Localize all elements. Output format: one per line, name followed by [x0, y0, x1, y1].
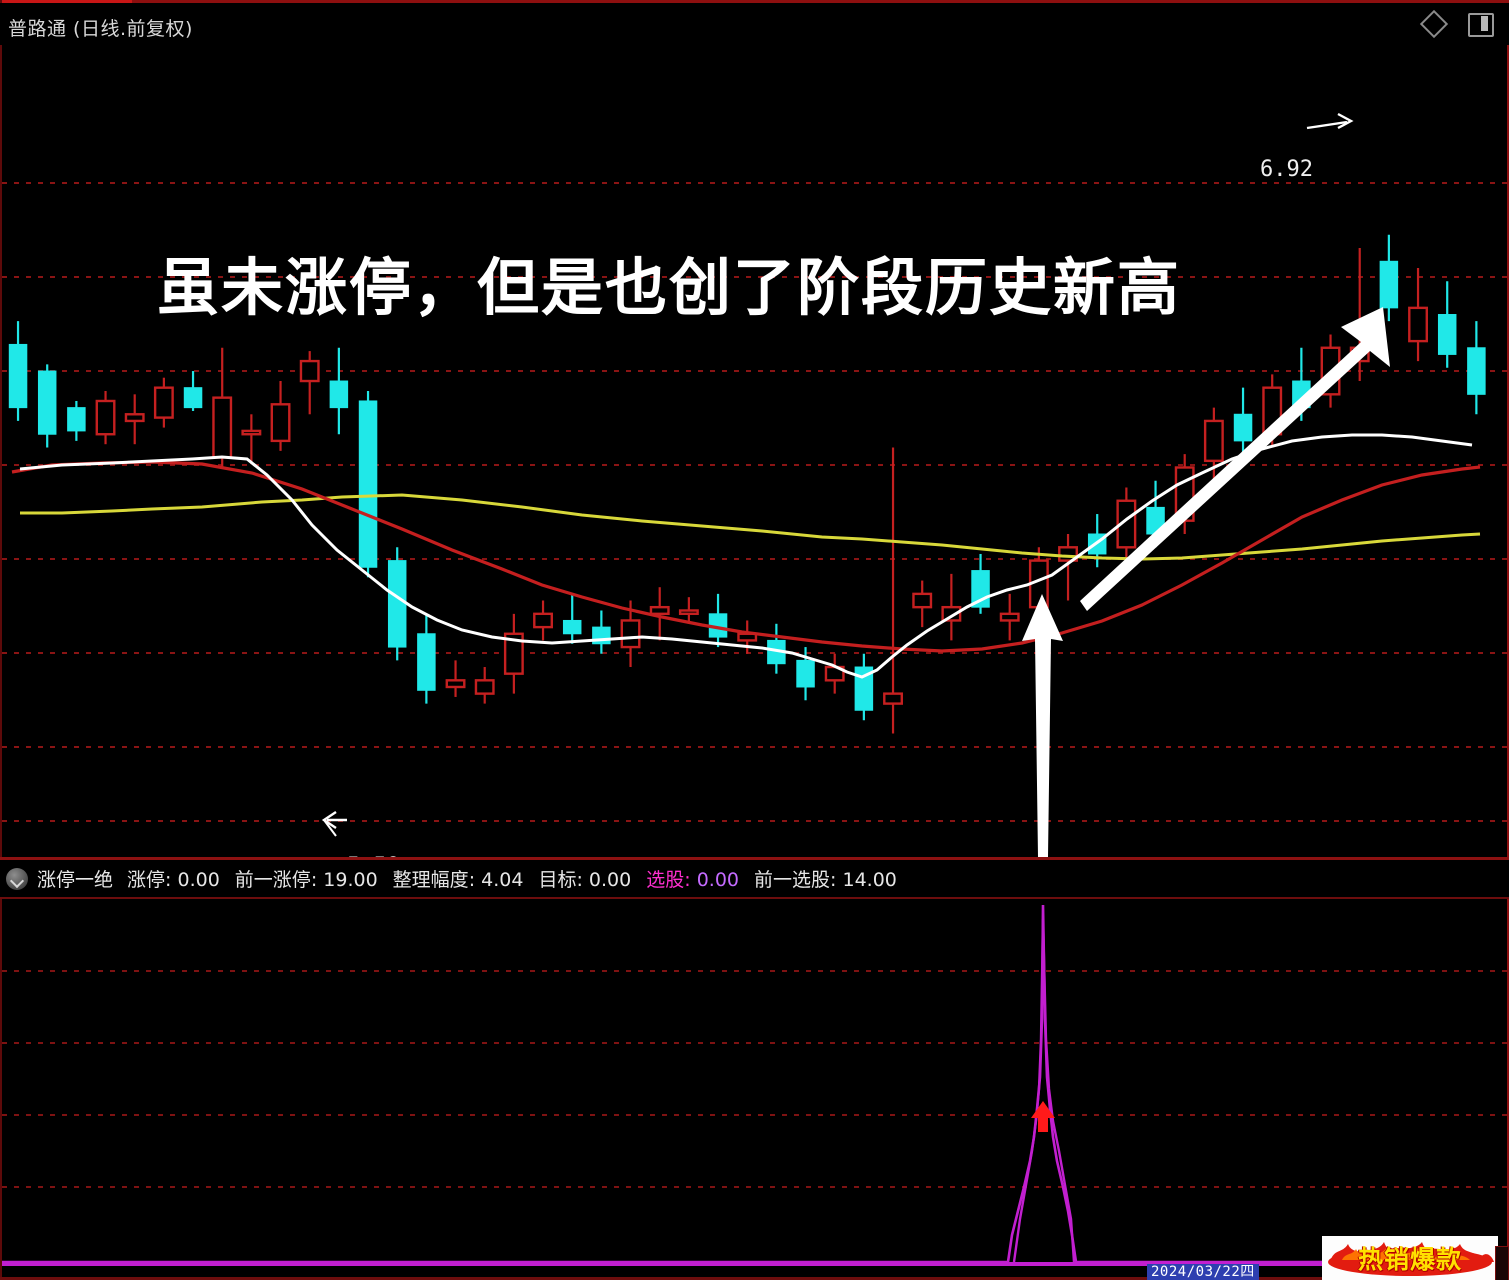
panel-separator	[0, 857, 1509, 860]
page-title: 普路通 (日线.前复权)	[8, 18, 193, 40]
candlestick	[503, 613, 524, 694]
candlestick	[1437, 281, 1457, 368]
candlestick	[329, 347, 349, 435]
indicator-name: 涨停一绝	[37, 869, 114, 891]
candlestick	[912, 580, 933, 628]
candlestick	[678, 597, 699, 624]
gridline	[2, 1042, 1507, 1044]
candlestick	[95, 391, 116, 445]
candlestick	[854, 653, 874, 721]
window-bottom-border	[0, 1277, 1509, 1280]
indicator-chart-panel[interactable]	[2, 899, 1507, 1277]
candlestick	[183, 371, 203, 411]
buy-signal-arrow-icon	[1031, 1101, 1055, 1132]
indicator-field-prev-zhangting: 前一涨停: 19.00	[234, 869, 378, 891]
window-top-border	[0, 0, 1509, 3]
candlestick	[474, 667, 495, 704]
annotation-arrows	[321, 112, 1390, 857]
gridline	[2, 1114, 1507, 1116]
gridline	[2, 1186, 1507, 1188]
indicator-bar-underline	[0, 897, 1509, 899]
candlestick-series	[8, 234, 1486, 734]
ma-mid-line	[11, 460, 1481, 653]
high-price-label: 6.92	[1260, 157, 1313, 182]
window-left-border	[0, 0, 2, 1280]
high-label-arrow-icon	[1306, 112, 1354, 130]
indicator-field-zhangting: 涨停: 0.00	[127, 869, 220, 891]
trend-up-arrow-icon	[1080, 307, 1390, 611]
flame-graphic-icon	[1328, 1242, 1494, 1276]
indicator-field-target: 目标: 0.00	[538, 869, 632, 891]
gridline	[2, 970, 1507, 972]
candlestick	[708, 593, 728, 648]
candlestick	[124, 394, 145, 445]
date-axis-label: 2024/03/22四	[1147, 1264, 1259, 1280]
gridline	[2, 746, 1507, 748]
indicator-line	[2, 904, 1507, 1264]
indicator-spike-series	[2, 904, 1507, 1264]
indicator-baseline	[2, 1262, 1507, 1266]
candlestick	[241, 414, 262, 465]
candlestick	[1408, 267, 1428, 362]
candlestick	[562, 593, 582, 644]
gridline	[2, 820, 1507, 822]
chevron-down-icon[interactable]	[6, 867, 28, 890]
candlestick	[1379, 234, 1399, 322]
vertical-scrollbar-thumb[interactable]	[1495, 1246, 1509, 1280]
window-right-border	[1506, 0, 1509, 1280]
candlestick	[1233, 387, 1253, 455]
indicator-field-prev-pick: 前一选股: 14.00	[754, 869, 897, 891]
candlestick	[1116, 487, 1137, 561]
candlestick	[8, 321, 28, 421]
candlestick	[767, 623, 786, 674]
ma-long-line	[20, 493, 1481, 561]
price-chart-panel[interactable]: 虽未涨停，但是也创了阶段历史新高 6.92 5.59	[2, 45, 1507, 860]
candlestick	[67, 400, 86, 441]
candlestick	[299, 351, 320, 415]
chart-header: 普路通 (日线.前复权)	[0, 3, 1509, 45]
gridline	[2, 464, 1507, 466]
headline-annotation: 虽未涨停，但是也创了阶段历史新高	[157, 251, 1182, 324]
candlestick	[1467, 321, 1486, 415]
candlestick	[387, 547, 407, 661]
hot-sale-text: 热销爆款	[1357, 1245, 1462, 1274]
moving-average-lines	[11, 433, 1481, 679]
window-top-notch	[0, 0, 132, 3]
candlestick	[883, 447, 903, 734]
candlestick	[417, 613, 436, 704]
candlestick	[941, 573, 962, 641]
header-icon-group	[1421, 11, 1495, 37]
candlestick	[153, 377, 174, 428]
indicator-header-bar[interactable]: 涨停一绝 涨停: 0.00 前一涨停: 19.00 整理幅度: 4.04 目标:…	[0, 860, 1509, 897]
indicator-field-pick: 选股: 0.00	[646, 869, 740, 891]
candlestick	[533, 600, 553, 641]
candlestick	[445, 660, 466, 697]
candlestick	[37, 364, 57, 448]
diamond-icon[interactable]	[1421, 11, 1447, 37]
indicator-field-range: 整理幅度: 4.04	[392, 869, 524, 891]
candlestick	[270, 381, 291, 451]
candlestick	[620, 600, 641, 668]
gridline	[2, 558, 1507, 560]
gridline	[2, 276, 1507, 278]
gridline	[2, 182, 1507, 184]
indicator-line-secondary	[1012, 918, 1076, 1263]
gridline	[2, 370, 1507, 372]
low-label-arrow-icon	[321, 811, 347, 837]
candlestick	[649, 587, 670, 641]
breakout-up-arrow-icon	[1022, 594, 1063, 857]
indicator-fields: 涨停一绝 涨停: 0.00 前一涨停: 19.00 整理幅度: 4.04 目标:…	[37, 865, 912, 892]
split-panel-icon[interactable]	[1465, 11, 1495, 37]
candlestick	[999, 593, 1020, 641]
candlestick	[358, 391, 378, 578]
hot-sale-badge[interactable]: 热销爆款	[1322, 1236, 1498, 1280]
gridline	[2, 652, 1507, 654]
ma-short-line	[19, 433, 1473, 679]
